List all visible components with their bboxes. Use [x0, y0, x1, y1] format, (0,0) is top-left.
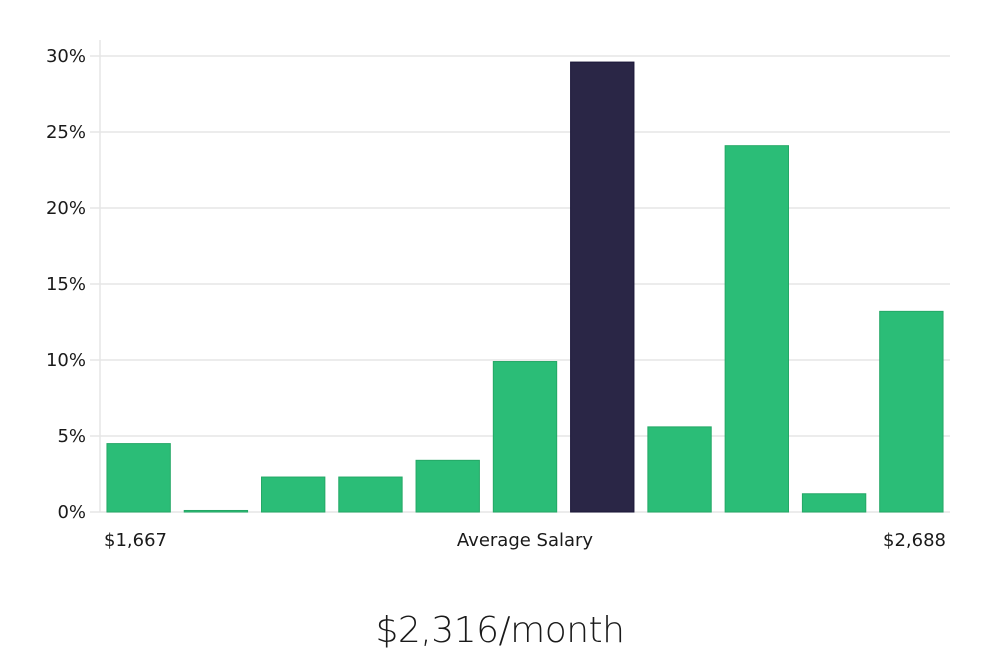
bar — [183, 509, 249, 513]
bar-highlighted — [570, 61, 635, 513]
x-axis-min-label: $1,667 — [104, 530, 167, 551]
y-tick-label: 0% — [57, 502, 86, 523]
bars — [106, 61, 944, 513]
bar — [492, 361, 558, 513]
y-tick-label: 20% — [46, 198, 86, 219]
bar — [724, 145, 789, 513]
bar — [647, 426, 712, 513]
bar — [415, 459, 480, 513]
y-tick-label: 15% — [46, 274, 86, 295]
y-tick-label: 5% — [57, 426, 86, 447]
x-axis-max-label: $2,688 — [883, 530, 946, 551]
bar — [879, 310, 944, 513]
x-axis-title: Average Salary — [456, 530, 594, 551]
y-tick-label: 25% — [46, 122, 86, 143]
y-tick-label: 30% — [46, 46, 86, 67]
salary-histogram: 0% 5% 10% 15% 20% 25% 30% — [46, 40, 950, 523]
bar — [801, 493, 867, 513]
bar — [261, 476, 326, 513]
bar — [106, 443, 171, 513]
y-tick-label: 10% — [46, 350, 86, 371]
average-salary-summary: $2,316/month — [375, 610, 625, 651]
bar — [338, 476, 403, 513]
y-axis-ticks: 0% 5% 10% 15% 20% 25% 30% — [46, 46, 86, 523]
